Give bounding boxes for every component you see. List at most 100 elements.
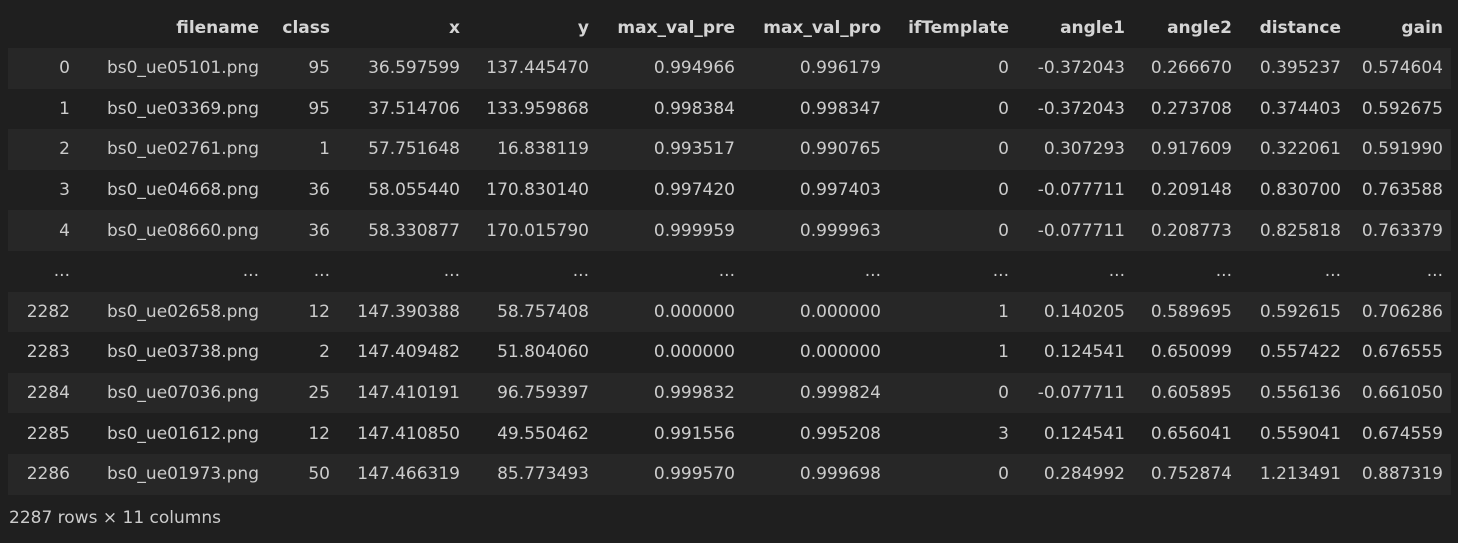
table-cell: 0.591990 <box>1349 129 1451 170</box>
table-cell: 58.055440 <box>338 169 468 211</box>
table-cell: -0.372043 <box>1017 88 1133 130</box>
table-cell: 37.514706 <box>338 88 468 130</box>
row-index: 2284 <box>8 372 78 414</box>
column-header-y: y <box>468 7 597 48</box>
table-cell: ... <box>743 250 889 292</box>
table-cell: ... <box>1017 250 1133 292</box>
table-cell: 58.330877 <box>338 210 468 251</box>
table-cell: 0.650099 <box>1133 332 1240 373</box>
table-cell: 147.390388 <box>338 291 468 333</box>
table-cell: 0.322061 <box>1240 129 1349 170</box>
table-row: 1 bs0_ue03369.png 95 37.514706 133.959868 0.9… <box>8 88 1451 130</box>
column-header-filename: filename <box>78 7 267 48</box>
table-cell: 0.752874 <box>1133 453 1240 495</box>
table-cell: 0.991556 <box>597 413 743 454</box>
index-header <box>8 7 78 48</box>
table-row: 4 bs0_ue08660.png 36 58.330877 170.015790 0.9… <box>8 210 1451 251</box>
table-cell: 0.999824 <box>743 372 889 414</box>
table-cell: 36.597599 <box>338 48 468 89</box>
column-header-angle1: angle1 <box>1017 7 1133 48</box>
table-cell: -0.077711 <box>1017 169 1133 211</box>
table-cell: 51.804060 <box>468 332 597 373</box>
column-header-distance: distance <box>1240 7 1349 48</box>
table-cell: 36 <box>267 210 338 251</box>
table-cell: 0 <box>889 453 1017 495</box>
table-body: 0 bs0_ue05101.png 95 36.597599 137.445470 0.9… <box>8 48 1451 495</box>
table-cell: 0.266670 <box>1133 48 1240 89</box>
table-cell: bs0_ue08660.png <box>78 210 267 251</box>
table-cell: 137.445470 <box>468 48 597 89</box>
table-cell: 0.830700 <box>1240 169 1349 211</box>
table-cell: 12 <box>267 291 338 333</box>
table-cell: 0.284992 <box>1017 453 1133 495</box>
table-cell: ... <box>889 250 1017 292</box>
column-header-max_val_pre: max_val_pre <box>597 7 743 48</box>
table-cell: 96.759397 <box>468 372 597 414</box>
column-header-ifTemplate: ifTemplate <box>889 7 1017 48</box>
table-cell: 0.887319 <box>1349 453 1451 495</box>
table-cell: 0.209148 <box>1133 169 1240 211</box>
table-cell: 0 <box>889 48 1017 89</box>
table-cell: ... <box>597 250 743 292</box>
table-cell: 0.592615 <box>1240 291 1349 333</box>
table-cell: 147.410850 <box>338 413 468 454</box>
table-cell: 0.917609 <box>1133 129 1240 170</box>
table-row: 0 bs0_ue05101.png 95 36.597599 137.445470 0.9… <box>8 48 1451 89</box>
table-cell: bs0_ue01612.png <box>78 413 267 454</box>
table-cell: 0 <box>889 210 1017 251</box>
table-cell: 170.830140 <box>468 169 597 211</box>
table-row: 2 bs0_ue02761.png 1 57.751648 16.838119 0.993… <box>8 129 1451 170</box>
table-cell: 0.656041 <box>1133 413 1240 454</box>
table-cell: 16.838119 <box>468 129 597 170</box>
table-cell: 147.466319 <box>338 453 468 495</box>
table-cell: 0.994966 <box>597 48 743 89</box>
table-cell: 147.410191 <box>338 372 468 414</box>
table-cell: 58.757408 <box>468 291 597 333</box>
table-cell: 1 <box>267 129 338 170</box>
table-cell: 0 <box>889 129 1017 170</box>
table-cell: 0.589695 <box>1133 291 1240 333</box>
table-cell: 0.706286 <box>1349 291 1451 333</box>
table-cell: 36 <box>267 169 338 211</box>
column-header-x: x <box>338 7 468 48</box>
table-cell: 0.763379 <box>1349 210 1451 251</box>
row-index: 2286 <box>8 453 78 495</box>
table-cell: 49.550462 <box>468 413 597 454</box>
table-cell: ... <box>1349 250 1451 292</box>
table-cell: 0.825818 <box>1240 210 1349 251</box>
table-cell: 1 <box>889 332 1017 373</box>
table-cell: 0.000000 <box>743 291 889 333</box>
table-cell: 0.998384 <box>597 88 743 130</box>
row-index: ... <box>8 250 78 292</box>
table-cell: 0.661050 <box>1349 372 1451 414</box>
table-cell: ... <box>468 250 597 292</box>
table-cell: 0.574604 <box>1349 48 1451 89</box>
table-cell: 0.999698 <box>743 453 889 495</box>
table-row: 2286 bs0_ue01973.png 50 147.466319 85.773493… <box>8 453 1451 495</box>
table-cell: 0.000000 <box>597 332 743 373</box>
table-cell: 95 <box>267 88 338 130</box>
column-header-angle2: angle2 <box>1133 7 1240 48</box>
row-index: 4 <box>8 210 78 251</box>
table-cell: 0.997403 <box>743 169 889 211</box>
table-cell: bs0_ue01973.png <box>78 453 267 495</box>
table-cell: 0.307293 <box>1017 129 1133 170</box>
table-cell: ... <box>1240 250 1349 292</box>
table-cell: 0.676555 <box>1349 332 1451 373</box>
row-index: 2 <box>8 129 78 170</box>
table-cell: 133.959868 <box>468 88 597 130</box>
table-cell: 25 <box>267 372 338 414</box>
table-cell: 0.999832 <box>597 372 743 414</box>
table-cell: bs0_ue07036.png <box>78 372 267 414</box>
table-cell: 0.124541 <box>1017 332 1133 373</box>
table-cell: 0.374403 <box>1240 88 1349 130</box>
table-cell: 0.993517 <box>597 129 743 170</box>
table-cell: bs0_ue02761.png <box>78 129 267 170</box>
table-cell: ... <box>338 250 468 292</box>
dataframe-table: filename class x y max_val_pre max_val_pro ifT… <box>8 7 1451 495</box>
table-cell: 0.559041 <box>1240 413 1349 454</box>
table-cell: 1 <box>889 291 1017 333</box>
table-cell: 0.556136 <box>1240 372 1349 414</box>
table-cell: 0.999963 <box>743 210 889 251</box>
table-cell: 170.015790 <box>468 210 597 251</box>
